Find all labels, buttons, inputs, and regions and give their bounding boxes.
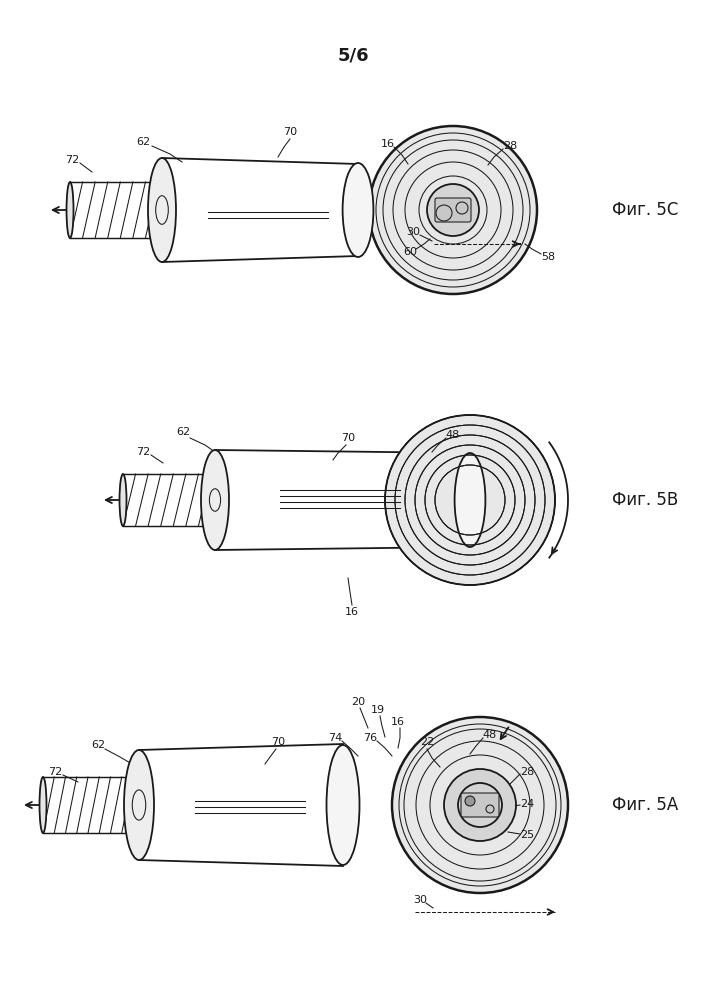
Text: 72: 72: [65, 155, 79, 165]
Text: 24: 24: [520, 799, 534, 809]
Text: 16: 16: [345, 607, 359, 617]
Text: 20: 20: [351, 697, 365, 707]
FancyBboxPatch shape: [435, 198, 471, 222]
Text: 70: 70: [341, 433, 355, 443]
Text: 16: 16: [391, 717, 405, 727]
Circle shape: [465, 796, 475, 806]
Text: 25: 25: [520, 830, 534, 840]
Text: Фиг. 5А: Фиг. 5А: [612, 796, 678, 814]
Text: 19: 19: [371, 705, 385, 715]
Text: 28: 28: [520, 767, 534, 777]
Text: 62: 62: [136, 137, 150, 147]
Text: 58: 58: [541, 252, 555, 262]
FancyBboxPatch shape: [461, 793, 499, 817]
Circle shape: [385, 415, 555, 585]
Text: 16: 16: [381, 139, 395, 149]
Text: 76: 76: [363, 733, 377, 743]
Text: 62: 62: [176, 427, 190, 437]
Text: 60: 60: [403, 247, 417, 257]
Text: 74: 74: [328, 733, 342, 743]
Ellipse shape: [119, 474, 127, 526]
Text: 48: 48: [446, 430, 460, 440]
Circle shape: [444, 769, 516, 841]
Text: 72: 72: [136, 447, 150, 457]
Circle shape: [427, 184, 479, 236]
Text: 70: 70: [283, 127, 297, 137]
Circle shape: [369, 126, 537, 294]
Text: 30: 30: [413, 895, 427, 905]
Ellipse shape: [201, 450, 229, 550]
Text: 72: 72: [48, 767, 62, 777]
Ellipse shape: [343, 163, 373, 257]
Ellipse shape: [148, 158, 176, 262]
Ellipse shape: [455, 453, 486, 547]
Text: 62: 62: [91, 740, 105, 750]
Circle shape: [392, 717, 568, 893]
Text: 48: 48: [483, 730, 497, 740]
Text: 5/6: 5/6: [337, 46, 369, 64]
Text: 30: 30: [406, 227, 420, 237]
Text: 22: 22: [420, 737, 434, 747]
Ellipse shape: [40, 777, 47, 833]
Text: 28: 28: [503, 141, 517, 151]
Text: 70: 70: [271, 737, 285, 747]
Ellipse shape: [327, 745, 359, 865]
Ellipse shape: [124, 750, 154, 860]
Text: Фиг. 5B: Фиг. 5B: [612, 491, 678, 509]
Text: Фиг. 5С: Фиг. 5С: [612, 201, 678, 219]
Ellipse shape: [66, 182, 74, 238]
